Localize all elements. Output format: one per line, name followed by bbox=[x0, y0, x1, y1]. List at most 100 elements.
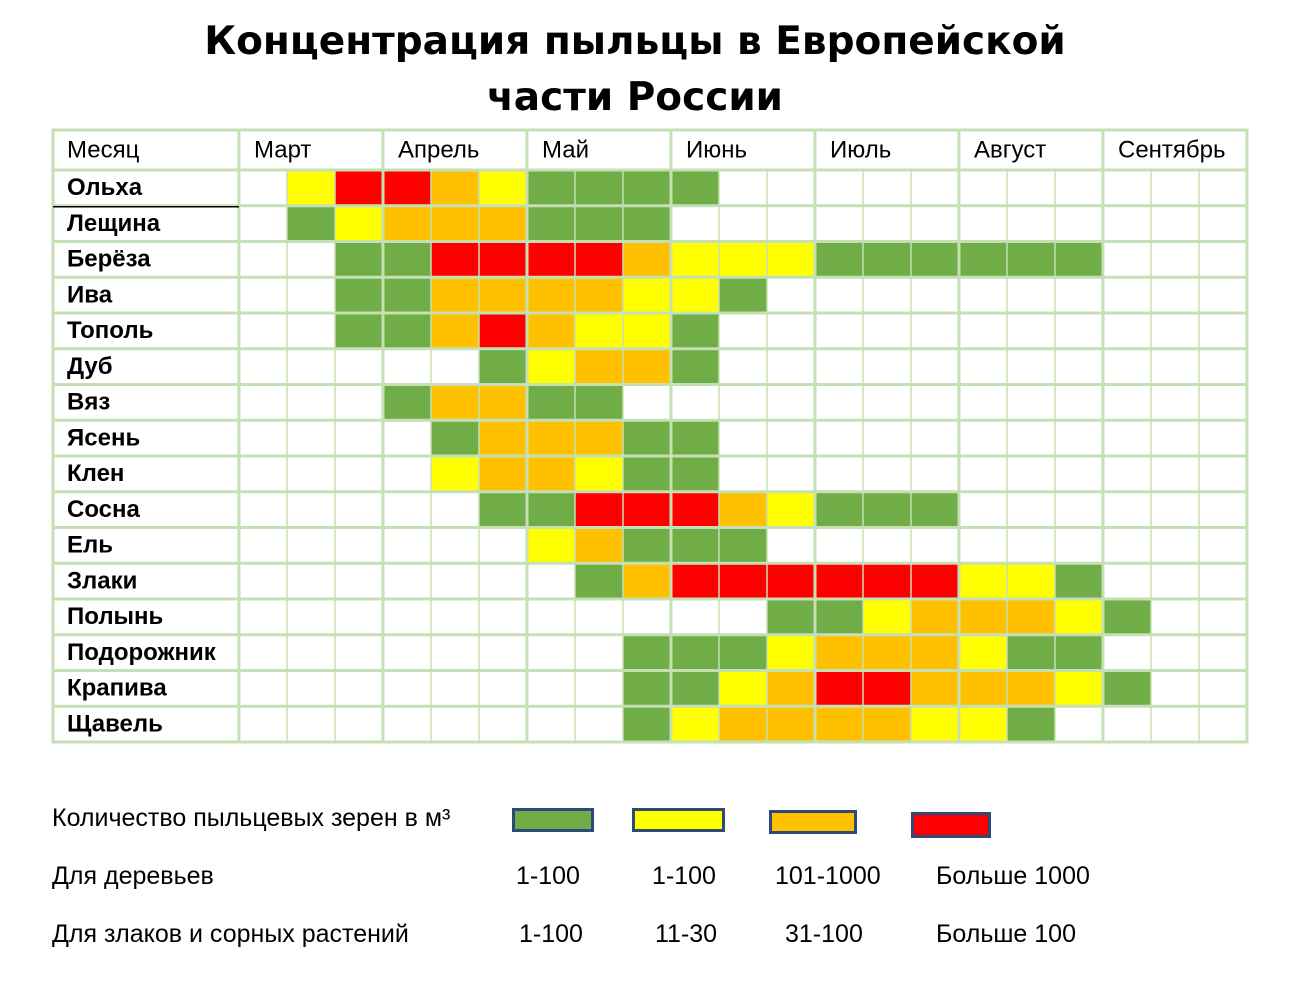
cell-12-12 bbox=[767, 563, 815, 599]
cell-11-10 bbox=[671, 527, 719, 564]
plant-label-4: Ива bbox=[67, 281, 113, 308]
legend-grasses-value-orange: 31-100 bbox=[785, 920, 863, 948]
cell-15-10 bbox=[671, 670, 719, 707]
pollen-calendar-grid: Месяц Март Апрель Май Июнь Июль Август Сентябрь… bbox=[51, 128, 1249, 744]
cell-8-6 bbox=[479, 420, 527, 456]
cell-14-9 bbox=[623, 634, 671, 671]
cell-14-17 bbox=[1007, 634, 1055, 671]
cell-3-16 bbox=[959, 241, 1007, 278]
cell-12-17 bbox=[1007, 563, 1055, 599]
cell-10-14 bbox=[863, 491, 911, 528]
cell-15-9 bbox=[623, 670, 671, 707]
cell-1-5 bbox=[431, 170, 479, 206]
plant-label-9: Клен bbox=[67, 460, 124, 487]
cell-3-11 bbox=[719, 241, 767, 278]
cell-1-9 bbox=[623, 170, 671, 206]
cell-5-9 bbox=[623, 313, 671, 349]
cell-5-10 bbox=[671, 313, 719, 349]
cell-5-4 bbox=[383, 313, 431, 349]
cell-6-10 bbox=[671, 348, 719, 385]
legend-trees-value-green: 1-100 bbox=[516, 862, 580, 890]
cell-8-5 bbox=[431, 420, 479, 456]
legend-trees-value-orange: 101-1000 bbox=[775, 862, 881, 890]
cell-4-7 bbox=[527, 277, 575, 313]
cell-16-10 bbox=[671, 706, 719, 742]
cell-3-12 bbox=[767, 241, 815, 278]
cell-7-6 bbox=[479, 384, 527, 421]
cell-3-18 bbox=[1055, 241, 1103, 278]
cell-10-13 bbox=[815, 491, 863, 528]
cell-5-3 bbox=[335, 313, 383, 349]
cell-8-10 bbox=[671, 420, 719, 456]
cell-15-18 bbox=[1055, 670, 1103, 707]
cell-1-7 bbox=[527, 170, 575, 206]
cell-12-11 bbox=[719, 563, 767, 599]
cell-15-13 bbox=[815, 670, 863, 707]
cell-1-10 bbox=[671, 170, 719, 206]
cell-3-14 bbox=[863, 241, 911, 278]
cell-3-6 bbox=[479, 241, 527, 278]
cell-7-7 bbox=[527, 384, 575, 421]
cell-1-6 bbox=[479, 170, 527, 206]
cell-15-19 bbox=[1103, 670, 1151, 707]
cell-15-16 bbox=[959, 670, 1007, 707]
plant-label-13: Полынь bbox=[67, 603, 163, 630]
cell-10-15 bbox=[911, 491, 959, 528]
cell-5-8 bbox=[575, 313, 623, 349]
cell-14-14 bbox=[863, 634, 911, 671]
cell-10-12 bbox=[767, 491, 815, 528]
cell-3-8 bbox=[575, 241, 623, 278]
month-label-4: Июнь bbox=[686, 136, 747, 163]
cell-11-8 bbox=[575, 527, 623, 564]
cell-1-4 bbox=[383, 170, 431, 206]
cell-10-9 bbox=[623, 491, 671, 528]
cell-1-2 bbox=[287, 170, 335, 206]
cell-12-9 bbox=[623, 563, 671, 599]
cell-8-9 bbox=[623, 420, 671, 456]
cell-6-9 bbox=[623, 348, 671, 385]
plant-label-1: Ольха bbox=[67, 174, 143, 201]
legend-trees-label: Для деревьев bbox=[52, 862, 214, 890]
cell-2-2 bbox=[287, 205, 335, 242]
plant-label-3: Берёза bbox=[67, 246, 151, 273]
cell-4-3 bbox=[335, 277, 383, 313]
cell-9-5 bbox=[431, 456, 479, 492]
legend-swatch-red bbox=[911, 812, 991, 838]
cell-6-7 bbox=[527, 348, 575, 385]
plant-label-10: Сосна bbox=[67, 496, 141, 523]
cell-13-13 bbox=[815, 599, 863, 635]
cell-10-10 bbox=[671, 491, 719, 528]
cell-7-4 bbox=[383, 384, 431, 421]
cell-2-6 bbox=[479, 205, 527, 242]
cell-3-9 bbox=[623, 241, 671, 278]
cell-13-16 bbox=[959, 599, 1007, 635]
cell-12-13 bbox=[815, 563, 863, 599]
cell-15-15 bbox=[911, 670, 959, 707]
cell-4-6 bbox=[479, 277, 527, 313]
cell-4-8 bbox=[575, 277, 623, 313]
cell-2-8 bbox=[575, 205, 623, 242]
cell-10-7 bbox=[527, 491, 575, 528]
cell-10-11 bbox=[719, 491, 767, 528]
cell-4-10 bbox=[671, 277, 719, 313]
legend-swatch-green bbox=[512, 808, 594, 832]
cell-4-11 bbox=[719, 277, 767, 313]
plant-label-14: Подорожник bbox=[67, 639, 217, 666]
cell-1-3 bbox=[335, 170, 383, 206]
month-label-7: Сентябрь bbox=[1118, 136, 1226, 163]
cell-8-8 bbox=[575, 420, 623, 456]
legend-grasses-value-yellow: 11-30 bbox=[655, 920, 718, 948]
plant-label-11: Ель bbox=[67, 532, 113, 559]
cell-6-8 bbox=[575, 348, 623, 385]
cell-1-8 bbox=[575, 170, 623, 206]
chart-title: Концентрация пыльцы в Европейской части … bbox=[0, 14, 1270, 126]
cell-14-18 bbox=[1055, 634, 1103, 671]
cell-10-8 bbox=[575, 491, 623, 528]
cell-12-8 bbox=[575, 563, 623, 599]
month-label-3: Май bbox=[542, 136, 589, 163]
cell-12-10 bbox=[671, 563, 719, 599]
legend-header: Количество пыльцевых зерен в м³ bbox=[52, 804, 451, 832]
cell-3-10 bbox=[671, 241, 719, 278]
cell-9-8 bbox=[575, 456, 623, 492]
cell-15-12 bbox=[767, 670, 815, 707]
